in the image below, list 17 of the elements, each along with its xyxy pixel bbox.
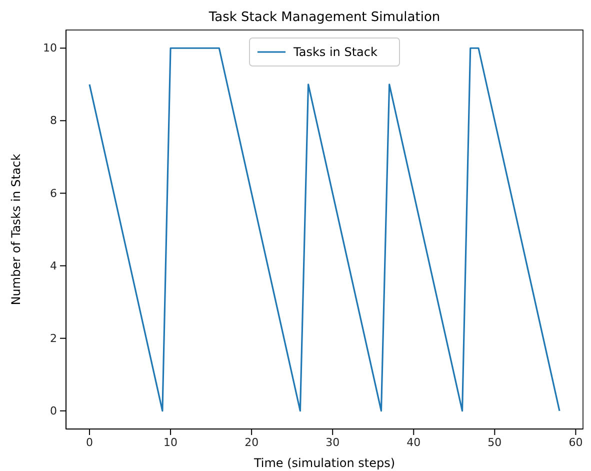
x-tick-label: 0 [86, 436, 93, 449]
y-tick-label: 0 [50, 404, 57, 418]
y-tick-label: 4 [50, 259, 57, 272]
x-tick-label: 30 [326, 436, 340, 449]
x-tick-label: 20 [244, 436, 259, 449]
x-axis-title: Time (simulation steps) [252, 456, 396, 470]
chart-title: Task Stack Management Simulation [208, 10, 440, 25]
x-tick-label: 60 [568, 436, 583, 449]
legend-label: Tasks in Stack [292, 45, 378, 59]
x-tick-label: 50 [488, 436, 502, 449]
y-tick-label: 2 [50, 332, 57, 345]
x-tick-label: 40 [406, 436, 421, 449]
y-tick-label: 6 [50, 186, 57, 200]
y-tick-label: 10 [43, 42, 57, 55]
x-tick-label: 10 [164, 436, 178, 449]
y-tick-label: 8 [50, 114, 57, 128]
y-axis-title: Number of Tasks in Stack [9, 154, 23, 306]
